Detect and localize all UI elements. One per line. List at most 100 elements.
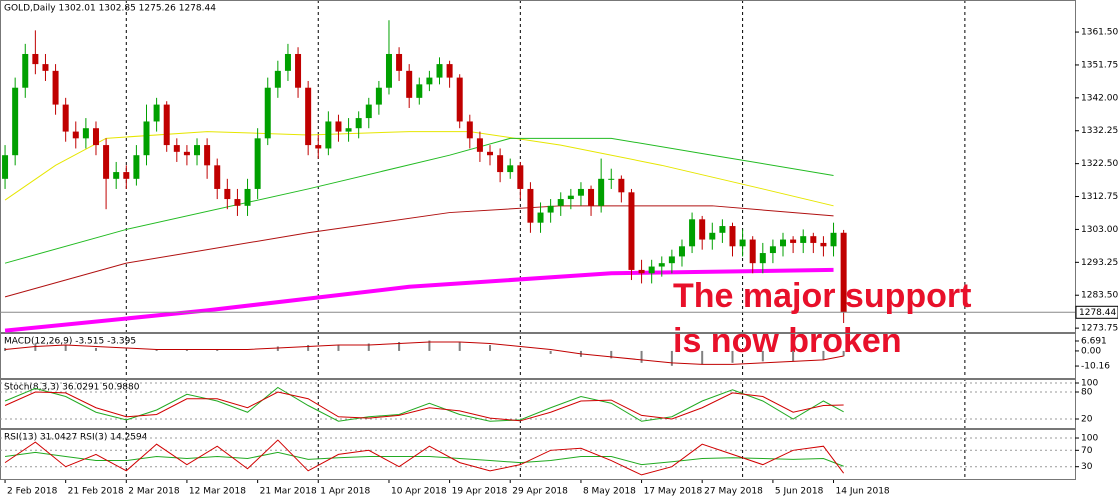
macd-bar <box>549 350 552 354</box>
candle-body <box>204 145 211 166</box>
x-tick-label: 5 Jun 2018 <box>775 487 824 497</box>
panel-title: RSI(13) 31.0427 RSI(3) 14.2594 <box>4 433 148 443</box>
macd-bar <box>276 346 279 351</box>
candle-body <box>365 104 372 119</box>
x-tick-label: 2 Feb 2018 <box>7 487 58 497</box>
y-tick-label: 1342.00 <box>1081 93 1118 103</box>
panel-frame <box>0 429 1076 480</box>
y-tick-label: 20 <box>1081 415 1093 425</box>
candle-body <box>446 64 453 78</box>
candle-body <box>780 239 787 247</box>
macd-bar <box>670 350 673 366</box>
candle-body <box>658 263 665 267</box>
candle-body <box>527 188 534 223</box>
indicator-line <box>4 391 844 422</box>
macd-bar <box>458 342 461 351</box>
candle-body <box>22 53 29 88</box>
y-tick-label: 70 <box>1081 446 1093 456</box>
candle-body <box>577 188 584 196</box>
panel-title: GOLD,Daily 1302.01 1302.85 1275.26 1278.… <box>4 4 216 14</box>
annotation: The major support <box>673 277 971 315</box>
candle-body <box>194 145 201 156</box>
macd-bar <box>610 350 613 359</box>
candle-body <box>466 121 473 139</box>
y-tick-label: 1312.75 <box>1081 192 1118 202</box>
candle-body <box>264 87 271 139</box>
candle-body <box>678 246 685 257</box>
candle-body <box>820 242 827 247</box>
macd-bar <box>792 350 795 362</box>
candle-body <box>426 77 433 85</box>
x-tick-label: 2 Mar 2018 <box>128 487 180 497</box>
candle-body <box>456 77 463 122</box>
candle-body <box>800 236 807 243</box>
panel-frame <box>0 333 1076 379</box>
candle-body <box>72 131 79 139</box>
candle-body <box>638 269 645 274</box>
y-tick-label: 0.00 <box>1081 346 1101 356</box>
candle-body <box>507 165 514 173</box>
x-tick-label: 21 Feb 2018 <box>68 487 124 497</box>
candle-body <box>224 188 231 200</box>
indicator-line <box>4 439 845 476</box>
candle-body <box>315 145 322 149</box>
candle-body <box>840 232 847 313</box>
macd-bar <box>64 344 67 351</box>
candle-body <box>295 53 302 88</box>
macd-bar <box>842 350 845 357</box>
candle-body <box>729 226 736 247</box>
macd-bar <box>731 350 734 363</box>
candle-body <box>547 205 554 213</box>
y-tick-label: 1283.50 <box>1081 291 1118 301</box>
candle-body <box>92 128 99 146</box>
candle-body <box>396 53 403 71</box>
signal-line <box>5 341 844 365</box>
candle-body <box>699 219 706 240</box>
candle-body <box>618 178 625 193</box>
candle-body <box>335 121 342 132</box>
candle-body <box>608 178 615 180</box>
candle-body <box>163 104 170 146</box>
macd-bar <box>428 340 431 351</box>
candle-body <box>355 118 362 129</box>
candle-body <box>668 256 675 264</box>
candle-body <box>153 104 160 122</box>
candle-body <box>123 172 130 179</box>
candle-body <box>406 70 413 98</box>
candle-body <box>254 138 261 189</box>
candle-body <box>32 53 39 65</box>
candle-body <box>244 188 251 206</box>
macd-bar <box>489 344 492 351</box>
macd-bar <box>367 343 370 351</box>
macd-bar <box>155 349 158 351</box>
candle-body <box>537 212 544 223</box>
macd-bar <box>216 349 219 351</box>
y-tick-label: 1293.25 <box>1081 258 1118 268</box>
candle-body <box>689 219 696 247</box>
candle-body <box>487 151 494 156</box>
candle-body <box>790 239 797 243</box>
candle-body <box>588 188 595 206</box>
candle-body <box>12 87 19 156</box>
candle-body <box>82 128 89 139</box>
moving-average <box>4 205 834 298</box>
candle-body <box>214 165 221 189</box>
x-tick-label: 8 May 2018 <box>583 487 636 497</box>
candle-body <box>234 199 241 206</box>
y-tick-label: -10.16 <box>1081 362 1110 372</box>
y-tick-label: 100 <box>1081 434 1098 444</box>
y-tick-label: 30 <box>1081 462 1093 472</box>
candle-body <box>52 70 59 105</box>
annotation: is now broken <box>673 322 902 360</box>
candle-body <box>416 84 423 98</box>
candle-body <box>648 266 655 274</box>
macd-bar <box>398 342 401 351</box>
candle-body <box>284 53 291 71</box>
macd-bar <box>519 349 522 351</box>
y-tick-label: 1332.25 <box>1081 126 1118 136</box>
candle-body <box>719 226 726 233</box>
x-tick-label: 10 Apr 2018 <box>391 487 447 497</box>
candle-body <box>375 87 382 105</box>
panel-title: MACD(12,26,9) -3.515 -3.395 <box>4 337 136 347</box>
x-tick-label: 1 Apr 2018 <box>320 487 370 497</box>
